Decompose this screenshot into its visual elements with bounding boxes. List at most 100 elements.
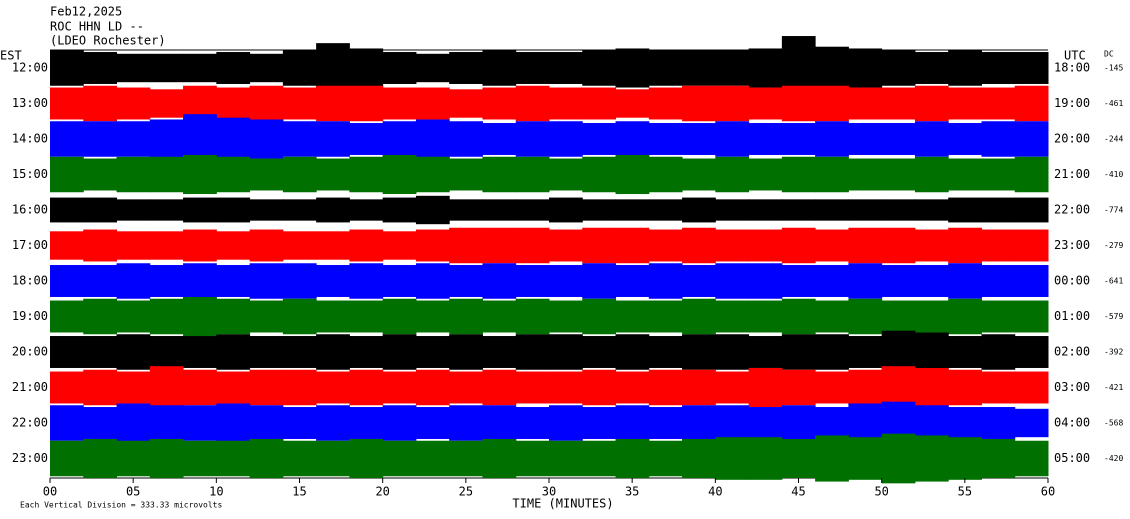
trace-envelope (981, 334, 1016, 370)
trace-envelope (249, 119, 284, 159)
est-label: 12:00 (12, 61, 48, 75)
trace-envelope (116, 87, 151, 120)
trace-envelope (482, 438, 517, 479)
dc-value: -420 (1104, 454, 1123, 463)
utc-label: 01:00 (1054, 309, 1090, 323)
trace-envelope (116, 156, 151, 193)
trace-envelope (582, 227, 617, 264)
trace-envelope (515, 85, 550, 122)
trace-envelope (482, 156, 517, 193)
trace-envelope (50, 371, 84, 404)
utc-label: 02:00 (1054, 345, 1090, 359)
trace-envelope (149, 89, 184, 118)
trace-envelope (981, 229, 1016, 262)
trace-envelope (914, 300, 949, 333)
trace-envelope (615, 48, 650, 88)
trace-envelope (748, 123, 783, 155)
utc-label: 05:00 (1054, 451, 1090, 465)
trace-envelope (282, 263, 317, 299)
trace-envelope (648, 123, 683, 155)
trace-envelope (482, 50, 517, 86)
trace-envelope (881, 300, 916, 333)
trace-envelope (914, 85, 949, 122)
channel: ROC HHN LD -- (50, 20, 144, 34)
trace-envelope (582, 369, 617, 406)
trace-envelope (316, 440, 350, 477)
trace-envelope (549, 371, 583, 404)
trace-envelope (748, 229, 783, 262)
trace-envelope (515, 265, 550, 297)
trace-envelope (382, 121, 417, 157)
trace-envelope (1014, 300, 1049, 333)
trace-envelope (748, 336, 783, 368)
utc-label: 18:00 (1054, 61, 1090, 75)
trace-envelope (116, 371, 151, 404)
trace-envelope (415, 336, 450, 368)
trace-envelope (282, 231, 317, 260)
trace-envelope (382, 154, 417, 195)
x-tick-label: 30 (542, 485, 556, 499)
trace-envelope (848, 158, 883, 191)
trace-envelope (781, 227, 816, 264)
trace-envelope (815, 156, 849, 193)
trace-envelope (282, 336, 317, 368)
trace-envelope (549, 300, 583, 333)
trace-envelope (415, 229, 450, 262)
trace-envelope (715, 156, 750, 193)
x-tick-label: 10 (209, 485, 223, 499)
trace-envelope (914, 435, 949, 482)
trace-envelope (349, 229, 384, 262)
chart-title: Feb12,2025 (50, 5, 122, 19)
trace-envelope (615, 334, 650, 370)
trace-envelope (748, 263, 783, 299)
utc-label: 03:00 (1054, 380, 1090, 394)
est-label: 16:00 (12, 203, 48, 217)
trace-envelope (815, 300, 849, 333)
trace-envelope (582, 440, 617, 477)
trace-envelope (449, 227, 483, 264)
trace-envelope (549, 52, 583, 84)
trace-envelope (615, 371, 650, 404)
trace-envelope (582, 407, 617, 439)
trace-envelope (1014, 408, 1049, 438)
trace-envelope (582, 199, 617, 221)
trace-envelope (781, 334, 816, 370)
trace-envelope (848, 263, 883, 299)
trace-envelope (149, 156, 184, 193)
trace-envelope (216, 298, 251, 335)
trace-envelope (715, 263, 750, 299)
trace-envelope (615, 154, 650, 195)
trace-envelope (682, 334, 716, 370)
trace-envelope (682, 50, 716, 86)
trace-envelope (50, 300, 84, 333)
trace-envelope (149, 53, 184, 83)
trace-envelope (615, 300, 650, 333)
trace-envelope (249, 369, 284, 406)
x-tick-label: 15 (292, 485, 306, 499)
trace-envelope (715, 50, 750, 86)
trace-envelope (116, 121, 151, 157)
trace-envelope (382, 440, 417, 477)
trace-envelope (282, 87, 317, 120)
trace-envelope (183, 229, 217, 262)
trace-envelope (781, 438, 816, 479)
trace-envelope (582, 263, 617, 299)
trace-envelope (183, 405, 217, 441)
est-label: 21:00 (12, 380, 48, 394)
trace-envelope (815, 334, 849, 370)
trace-envelope (482, 336, 517, 368)
trace-envelope (349, 263, 384, 299)
trace-envelope (914, 156, 949, 193)
trace-envelope (615, 227, 650, 264)
trace-envelope (881, 87, 916, 120)
trace-envelope (848, 403, 883, 443)
trace-envelope (83, 438, 118, 479)
trace-envelope (948, 298, 982, 335)
trace-envelope (1014, 52, 1049, 84)
trace-envelope (914, 199, 949, 221)
trace-envelope (449, 440, 483, 477)
trace-envelope (482, 263, 517, 299)
trace-envelope (914, 367, 949, 408)
trace-envelope (549, 121, 583, 157)
